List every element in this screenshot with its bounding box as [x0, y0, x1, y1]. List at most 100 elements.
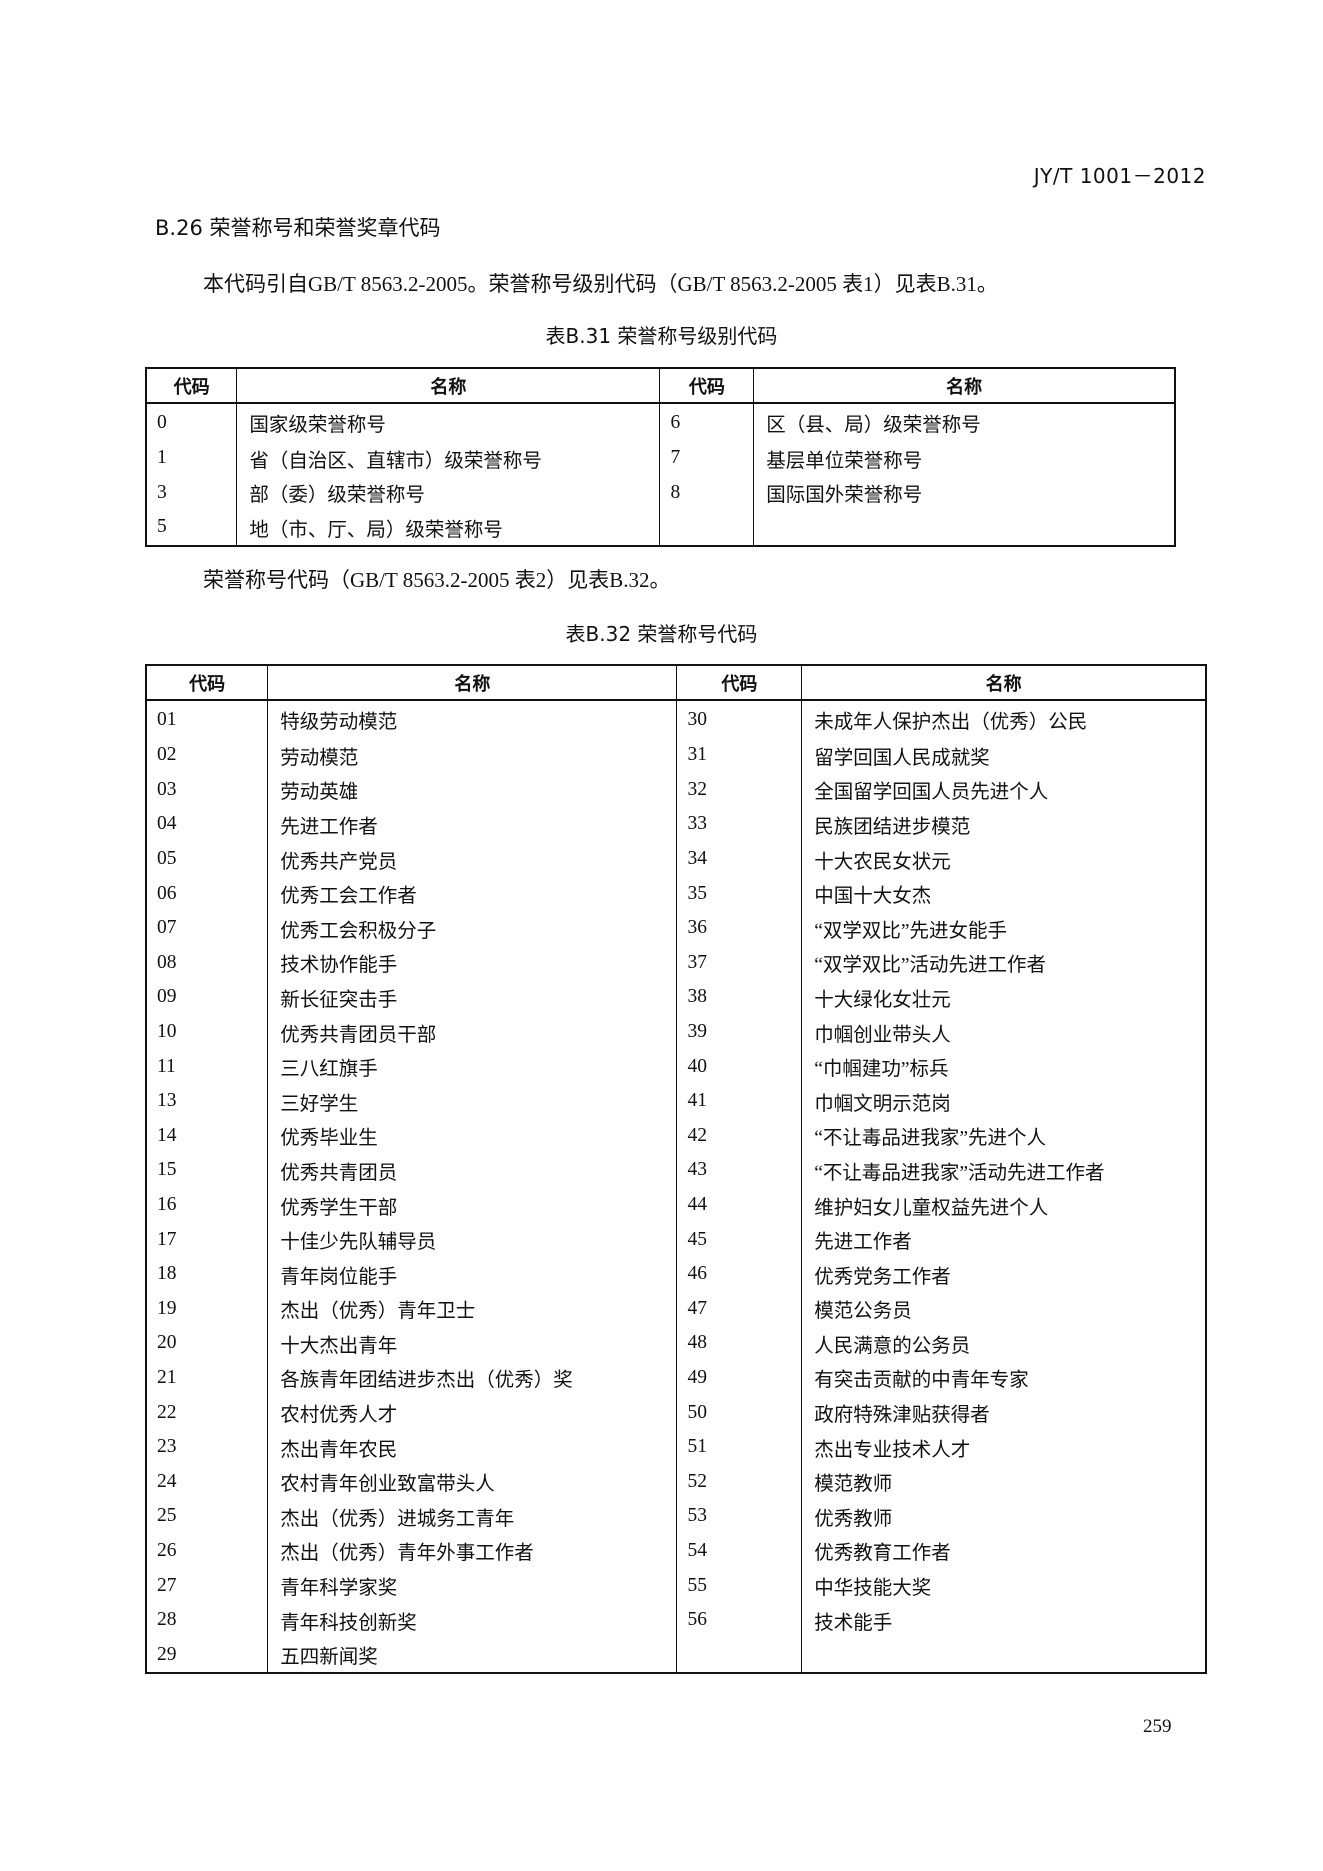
cell-name: 模范教师: [801, 1464, 1207, 1500]
cell-name: 杰出专业技术人才: [801, 1429, 1207, 1465]
cell-code: 36: [676, 910, 803, 946]
cell-name: 中华技能大奖: [801, 1568, 1207, 1603]
cell-code: 35: [676, 876, 803, 911]
cell-name: 劳动模范: [267, 738, 678, 773]
table-row: 10 优秀共青团员干部 39 巾帼创业带头人: [145, 1014, 1207, 1050]
table-row: 06 优秀工会工作者 35 中国十大女杰: [145, 876, 1207, 911]
cell-name: 优秀工会工作者: [267, 876, 678, 911]
cell-name: 优秀学生干部: [267, 1187, 678, 1223]
cell-name: 特级劳动模范: [267, 700, 678, 738]
page-number: 259: [1143, 1716, 1172, 1737]
header-code: 代码: [145, 367, 238, 404]
section-heading: B.26 荣誉称号和荣誉奖章代码: [155, 216, 441, 240]
cell-name: 各族青年团结进步杰出（优秀）奖: [267, 1360, 678, 1396]
cell-name: 杰出（优秀）青年外事工作者: [267, 1533, 678, 1569]
cell-name: 优秀工会积极分子: [267, 910, 678, 946]
cell-code: 04: [145, 807, 269, 842]
cell-code: 05: [145, 841, 269, 877]
cell-code: 30: [676, 700, 803, 738]
cell-code: 01: [145, 700, 269, 738]
table-row: 3 部（委）级荣誉称号 8 国际国外荣誉称号: [145, 475, 1176, 511]
cell-code: 24: [145, 1464, 269, 1500]
cell-code: 18: [145, 1256, 269, 1292]
table-row: 0 国家级荣誉称号 6 区（县、局）级荣誉称号: [145, 403, 1176, 441]
cell-code: 55: [676, 1568, 803, 1603]
cell-code: [676, 1637, 803, 1674]
cell-name: 中国十大女杰: [801, 876, 1207, 911]
cell-code: 45: [676, 1222, 803, 1257]
cell-name: 省（自治区、直辖市）级荣誉称号: [236, 441, 661, 476]
cell-code: 11: [145, 1049, 269, 1084]
cell-code: 51: [676, 1429, 803, 1465]
cell-code: 32: [676, 772, 803, 808]
cell-code: 42: [676, 1118, 803, 1154]
cell-name: 十大农民女状元: [801, 841, 1207, 877]
cell-code: 40: [676, 1049, 803, 1084]
header-code: 代码: [659, 367, 755, 404]
cell-code: 34: [676, 841, 803, 877]
header-code: 代码: [676, 664, 803, 701]
cell-code: 21: [145, 1360, 269, 1396]
table-row: 03 劳动英雄 32 全国留学回国人员先进个人: [145, 772, 1207, 808]
cell-name: 十大绿化女壮元: [801, 980, 1207, 1015]
cell-name: [753, 510, 1176, 546]
cell-name: 巾帼创业带头人: [801, 1014, 1207, 1050]
cell-name: 十大杰出青年: [267, 1326, 678, 1361]
table-row: 11 三八红旗手 40 “巾帼建功”标兵: [145, 1049, 1207, 1084]
table-row: 05 优秀共产党员 34 十大农民女状元: [145, 841, 1207, 877]
cell-name: 十佳少先队辅导员: [267, 1222, 678, 1257]
table32-title: 表B.32 荣誉称号代码: [565, 622, 758, 646]
cell-name: 民族团结进步模范: [801, 807, 1207, 842]
cell-name: 五四新闻奖: [267, 1637, 678, 1674]
header-name: 名称: [267, 664, 678, 701]
cell-code: 28: [145, 1602, 269, 1638]
cell-code: 53: [676, 1499, 803, 1534]
cell-code: 16: [145, 1187, 269, 1223]
table-row: 14 优秀毕业生 42 “不让毒品进我家”先进个人: [145, 1118, 1207, 1154]
table-row: 02 劳动模范 31 留学回国人民成就奖: [145, 738, 1207, 773]
cell-name: 三八红旗手: [267, 1049, 678, 1084]
cell-name: “双学双比”活动先进工作者: [801, 945, 1207, 981]
cell-code: 54: [676, 1533, 803, 1569]
cell-code: 49: [676, 1360, 803, 1396]
table-row: 18 青年岗位能手 46 优秀党务工作者: [145, 1256, 1207, 1292]
cell-code: 14: [145, 1118, 269, 1154]
table-header-row: 代码 名称 代码 名称: [145, 367, 1176, 404]
cell-code: 08: [145, 945, 269, 981]
table-b31: 代码 名称 代码 名称 0 国家级荣誉称号 6 区（县、局）级荣誉称号 1 省（自治区、直辖市）…: [145, 367, 1176, 547]
cell-name: 农村青年创业致富带头人: [267, 1464, 678, 1500]
cell-name: 政府特殊津贴获得者: [801, 1395, 1207, 1430]
cell-code: 37: [676, 945, 803, 981]
table-row: 01 特级劳动模范 30 未成年人保护杰出（优秀）公民: [145, 700, 1207, 738]
table-row: 26 杰出（优秀）青年外事工作者 54 优秀教育工作者: [145, 1533, 1207, 1569]
cell-code: 3: [145, 475, 238, 511]
cell-name: 技术协作能手: [267, 945, 678, 981]
cell-code: 31: [676, 738, 803, 773]
cell-code: 52: [676, 1464, 803, 1500]
cell-name: 地（市、厅、局）级荣誉称号: [236, 510, 661, 546]
table-row: 22 农村优秀人才 50 政府特殊津贴获得者: [145, 1395, 1207, 1430]
cell-code: 0: [145, 403, 238, 441]
cell-code: 44: [676, 1187, 803, 1223]
cell-name: “不让毒品进我家”活动先进工作者: [801, 1153, 1207, 1188]
cell-name: 区（县、局）级荣誉称号: [753, 403, 1176, 441]
cell-name: 优秀共产党员: [267, 841, 678, 877]
cell-code: 26: [145, 1533, 269, 1569]
cell-name: 杰出青年农民: [267, 1429, 678, 1465]
cell-name: 技术能手: [801, 1602, 1207, 1638]
cell-code: 33: [676, 807, 803, 842]
cell-name: [801, 1637, 1207, 1674]
cell-code: 06: [145, 876, 269, 911]
cell-name: 新长征突击手: [267, 980, 678, 1015]
table-row: 21 各族青年团结进步杰出（优秀）奖 49 有突击贡献的中青年专家: [145, 1360, 1207, 1396]
cell-name: 维护妇女儿童权益先进个人: [801, 1187, 1207, 1223]
cell-code: 1: [145, 441, 238, 476]
cell-name: 部（委）级荣誉称号: [236, 475, 661, 511]
cell-code: 22: [145, 1395, 269, 1430]
cell-name: 巾帼文明示范岗: [801, 1083, 1207, 1119]
cell-code: 19: [145, 1291, 269, 1327]
cell-code: 5: [145, 510, 238, 546]
cell-name: 劳动英雄: [267, 772, 678, 808]
cell-code: 6: [659, 403, 755, 441]
cell-code: 43: [676, 1153, 803, 1188]
